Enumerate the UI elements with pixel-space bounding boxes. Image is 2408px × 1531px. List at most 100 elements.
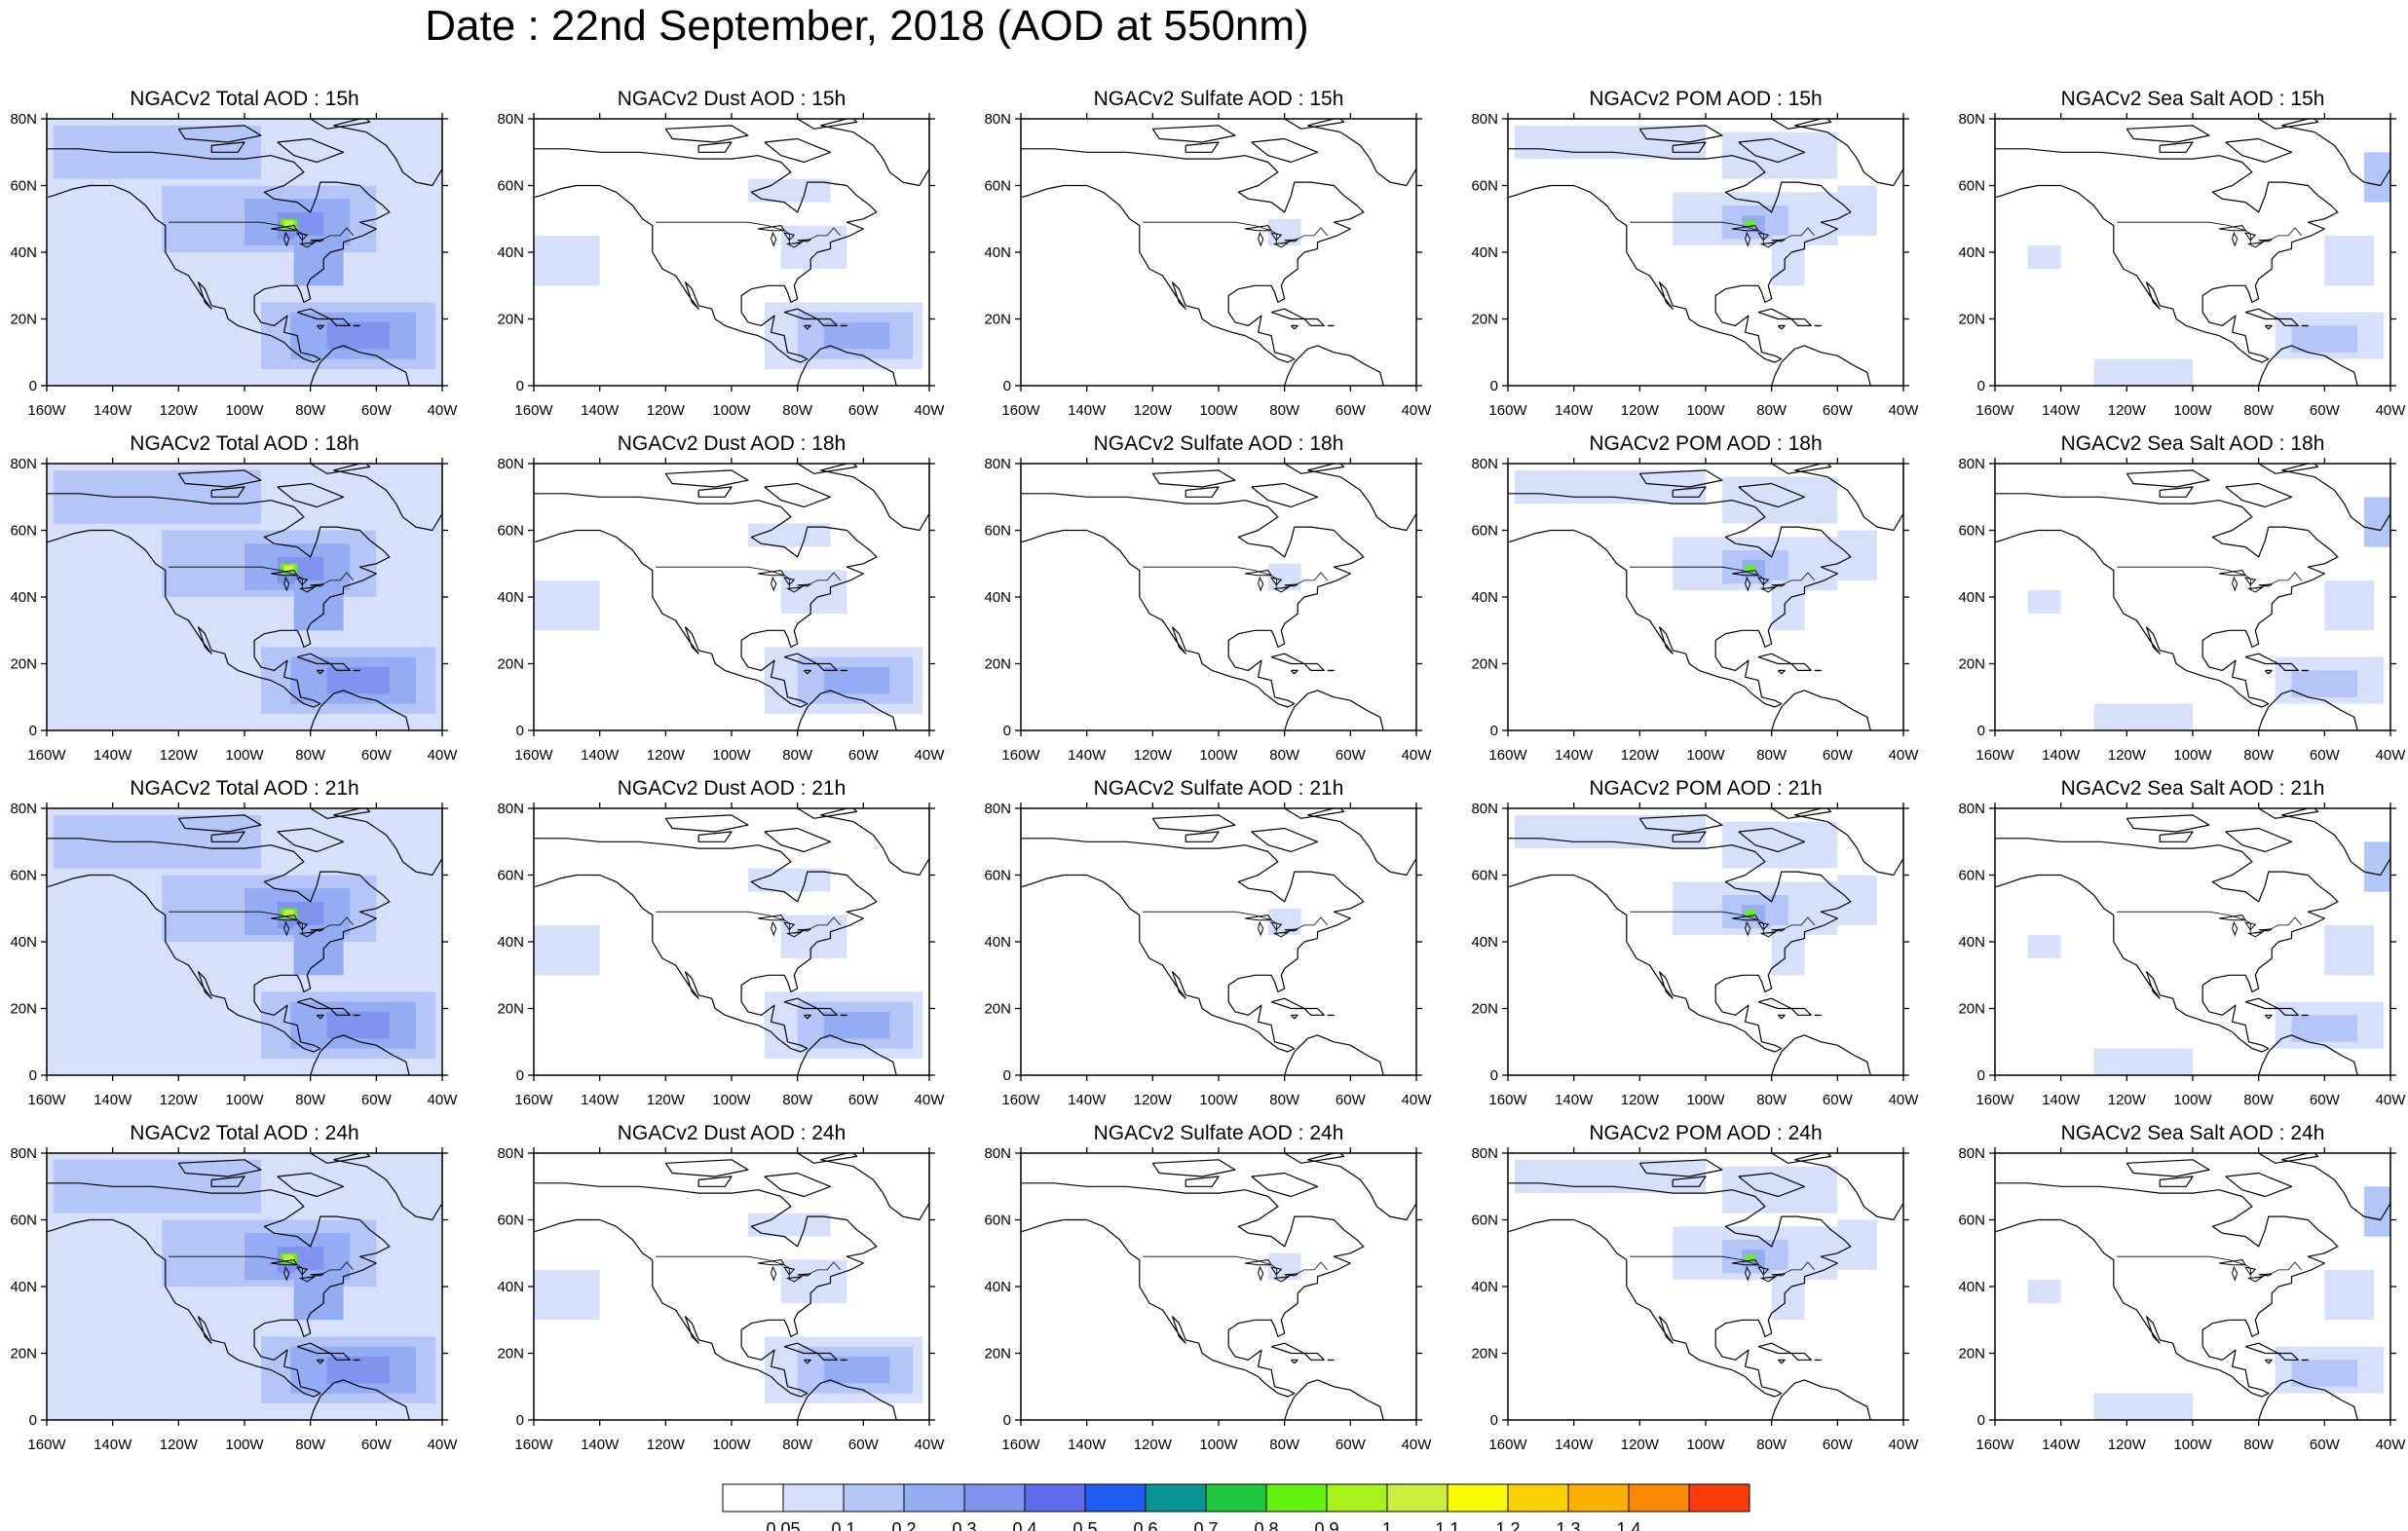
coastline (534, 838, 878, 1053)
island-outline (1638, 814, 1723, 833)
country-border (169, 911, 355, 934)
aod-shading (1771, 924, 1805, 976)
lat-tick-label: 20N (984, 1346, 1011, 1363)
island-outline (1638, 1159, 1723, 1177)
island-outline (2225, 482, 2293, 508)
lon-tick-label: 120W (647, 747, 686, 764)
coastline (797, 345, 897, 386)
aod-shading (1771, 579, 1805, 631)
lon-tick-label: 80W (1269, 402, 1300, 419)
lon-tick-label: 40W (915, 1092, 946, 1108)
aod-shading (534, 1269, 600, 1321)
aod-shading (2093, 703, 2193, 730)
lon-tick-label: 140W (1555, 747, 1594, 764)
panel-title: NGACv2 Dust AOD : 15h (618, 88, 847, 110)
map-panel: NGACv2 Sulfate AOD : 24h 0 20N 40N 60N 80N 160… (984, 1122, 1432, 1453)
lat-tick-label: 20N (1958, 656, 1985, 673)
coastline (1508, 148, 1852, 363)
coastline (333, 1153, 442, 1221)
lon-tick-label: 120W (1134, 402, 1173, 419)
lat-tick-label: 0 (516, 1067, 524, 1084)
lon-tick-label: 140W (1068, 1437, 1107, 1453)
aod-shading (1837, 1219, 1877, 1270)
lon-tick-label: 80W (782, 1437, 813, 1453)
island-outline (1672, 831, 1707, 842)
lake-outline (283, 576, 290, 592)
lon-tick-label: 160W (1975, 747, 2014, 764)
coastline (1508, 1182, 1852, 1398)
island-outline (177, 814, 262, 833)
lat-tick-label: 80N (1471, 1145, 1498, 1162)
lake-outline (1284, 928, 1298, 932)
lat-tick-label: 20N (984, 1001, 1011, 1018)
lat-tick-label: 40N (10, 244, 37, 261)
island-outline (1151, 1159, 1236, 1177)
aod-shading (1745, 565, 1755, 573)
lat-tick-label: 40N (10, 589, 37, 606)
island-outline (764, 827, 832, 853)
island-outline (816, 662, 838, 672)
lat-tick-label: 80N (497, 1145, 524, 1162)
island-outline (783, 1342, 818, 1355)
panel-title: NGACv2 POM AOD : 21h (1589, 777, 1822, 800)
aod-shading (2027, 245, 2061, 270)
lon-tick-label: 160W (514, 747, 553, 764)
aod-shading (1771, 235, 1805, 286)
lon-tick-label: 120W (647, 1437, 686, 1453)
island-outline (1738, 482, 1806, 508)
aod-shading (1267, 563, 1301, 591)
island-outline (1185, 486, 1220, 498)
lat-tick-label: 60N (10, 1213, 37, 1229)
lat-tick-label: 60N (497, 178, 524, 195)
island-outline (1290, 324, 1298, 330)
coastline (1284, 1379, 1384, 1420)
lat-tick-label: 60N (1958, 1213, 1985, 1229)
lat-tick-label: 60N (1471, 868, 1498, 884)
island-outline (329, 662, 351, 672)
island-outline (1151, 469, 1236, 488)
map-panel: NGACv2 Sea Salt AOD : 24h 0 20N 40N 60N 80N 16… (1958, 1122, 2406, 1453)
island-outline (1738, 1172, 1806, 1198)
lat-tick-label: 80N (984, 111, 1011, 128)
lake-outline (310, 928, 324, 932)
island-outline (1290, 1014, 1298, 1020)
lat-tick-label: 20N (1958, 1346, 1985, 1363)
lon-tick-label: 80W (1269, 747, 1300, 764)
lon-tick-label: 60W (361, 402, 393, 419)
coastline (1995, 1182, 2339, 1398)
island-outline (1251, 137, 1319, 164)
map-area (534, 808, 929, 1075)
island-outline (310, 464, 371, 474)
island-outline (2126, 125, 2210, 143)
coastline (2281, 1153, 2390, 1221)
island-outline (2277, 317, 2299, 326)
lon-tick-label: 80W (782, 1092, 813, 1108)
panel-title: NGACv2 Total AOD : 24h (130, 1122, 358, 1144)
lon-tick-label: 80W (2243, 747, 2275, 764)
aod-shading (2027, 1280, 2061, 1304)
lake-outline (1258, 231, 1264, 247)
coastline (310, 345, 410, 386)
coastline (47, 838, 391, 1053)
island-outline (2159, 486, 2194, 498)
lat-tick-label: 20N (984, 312, 1011, 328)
lon-tick-label: 160W (1975, 1092, 2014, 1108)
lake-outline (1745, 920, 1751, 937)
aod-shading (293, 579, 344, 631)
map-area (1508, 464, 1903, 730)
island-outline (1151, 814, 1236, 833)
country-border (169, 221, 355, 244)
lon-tick-label: 120W (160, 747, 199, 764)
map-panel: NGACv2 Total AOD : 24h 0 20N 40N 60N 80N 160W 1… (10, 1122, 458, 1453)
coastline (1995, 838, 2339, 1053)
island-outline (1270, 653, 1305, 665)
island-outline (210, 486, 245, 498)
map-area (1508, 1153, 1903, 1420)
lon-tick-label: 140W (581, 402, 620, 419)
panel-title: NGACv2 Dust AOD : 21h (618, 777, 847, 800)
island-outline (764, 482, 832, 508)
coastline (797, 1034, 897, 1075)
lat-tick-label: 0 (1977, 1412, 1985, 1429)
island-outline (1251, 827, 1319, 853)
map-panel: NGACv2 Sulfate AOD : 21h 0 20N 40N 60N 80N 160… (984, 777, 1432, 1108)
